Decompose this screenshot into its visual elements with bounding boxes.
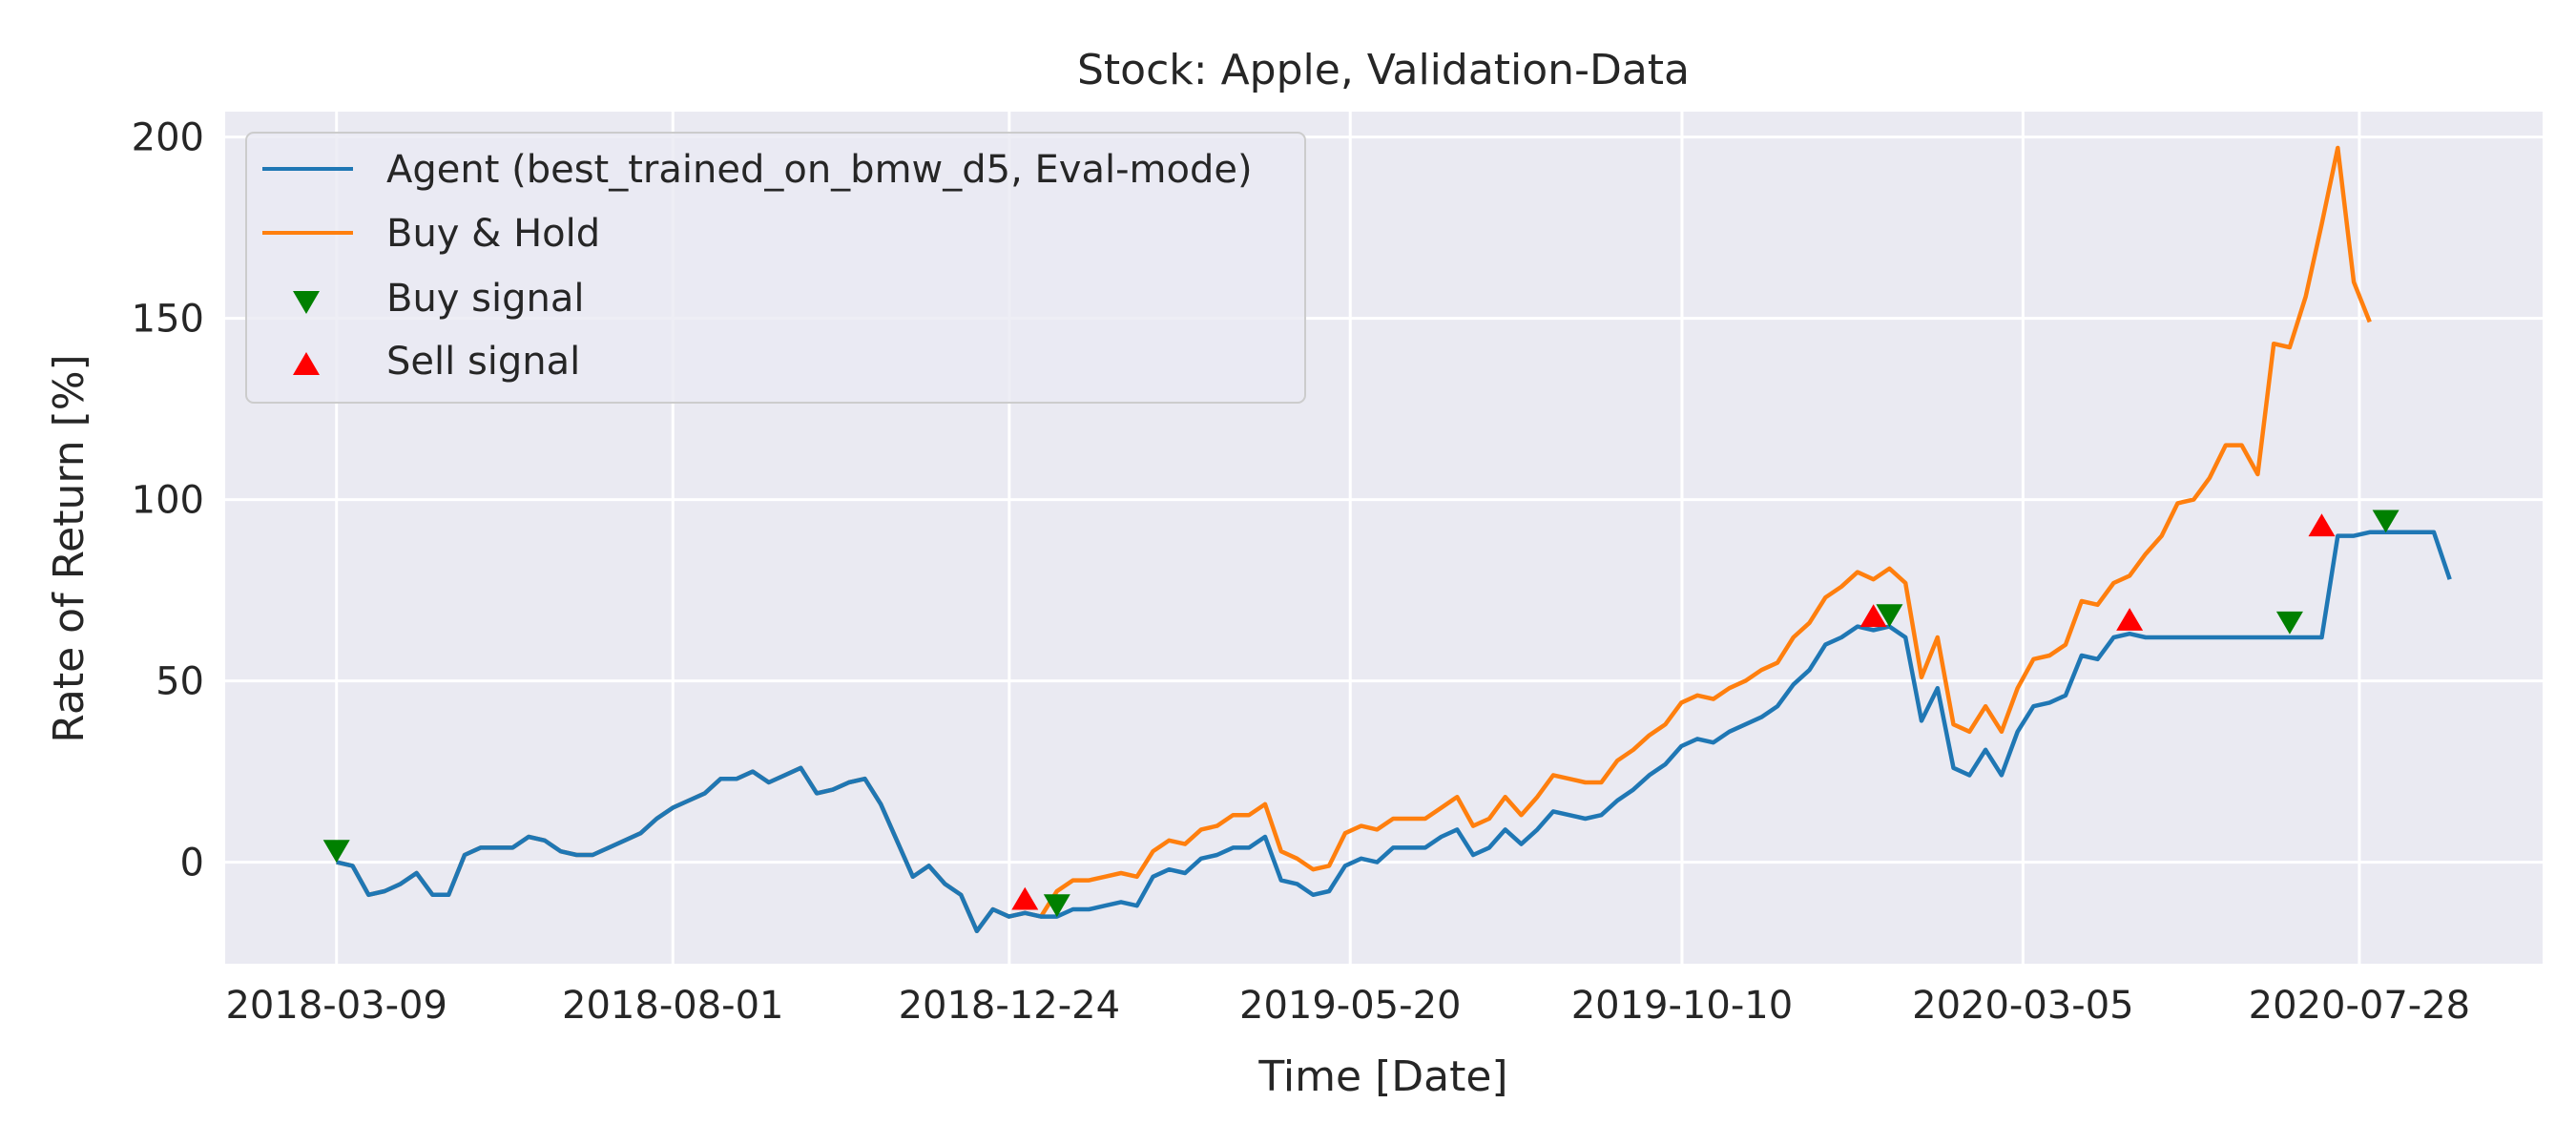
buy-signal-marker bbox=[2372, 510, 2399, 533]
x-tick-label: 2018-08-01 bbox=[562, 984, 783, 1028]
y-axis-label: Rate of Return [%] bbox=[45, 354, 93, 742]
buy-signal-marker bbox=[1876, 604, 1903, 628]
y-tick-label: 150 bbox=[132, 298, 204, 342]
buy-signal-marker bbox=[322, 840, 350, 864]
legend-sell-marker bbox=[293, 352, 320, 375]
agent-series-line bbox=[336, 530, 2452, 934]
buy-signal-marker bbox=[1043, 894, 1070, 918]
y-tick-label: 50 bbox=[156, 660, 204, 704]
legend-sell-label: Sell signal bbox=[386, 340, 580, 384]
y-tick-label: 0 bbox=[180, 842, 204, 885]
legend-buy-marker bbox=[293, 291, 320, 314]
legend-agent-label: Agent (best_trained_on_bmw_d5, Eval-mode… bbox=[386, 148, 1253, 192]
y-tick-label: 100 bbox=[132, 479, 204, 523]
x-tick-label: 2019-10-10 bbox=[1571, 984, 1793, 1028]
x-tick-label: 2018-12-24 bbox=[899, 984, 1120, 1028]
sell-signal-marker bbox=[2116, 608, 2144, 631]
x-tick-label: 2019-05-20 bbox=[1239, 984, 1461, 1028]
legend-box bbox=[245, 132, 1306, 404]
sell-signal-marker bbox=[1859, 604, 1887, 628]
x-tick-label: 2018-03-09 bbox=[225, 984, 447, 1028]
sell-signal-marker bbox=[1011, 886, 1039, 910]
x-tick-label: 2020-03-05 bbox=[1912, 984, 2133, 1028]
legend: Agent (best_trained_on_bmw_d5, Eval-mode… bbox=[245, 132, 1306, 404]
legend-buy-label: Buy signal bbox=[386, 277, 585, 321]
x-axis-label: Time [Date] bbox=[1257, 1052, 1507, 1101]
legend-buyhold-label: Buy & Hold bbox=[386, 212, 600, 256]
y-tick-label: 200 bbox=[132, 116, 204, 160]
x-tick-label: 2020-07-28 bbox=[2249, 984, 2470, 1028]
sell-signal-marker bbox=[2308, 513, 2336, 537]
chart-title: Stock: Apple, Validation-Data bbox=[1077, 46, 1690, 94]
buy-signal-marker bbox=[2275, 611, 2303, 635]
